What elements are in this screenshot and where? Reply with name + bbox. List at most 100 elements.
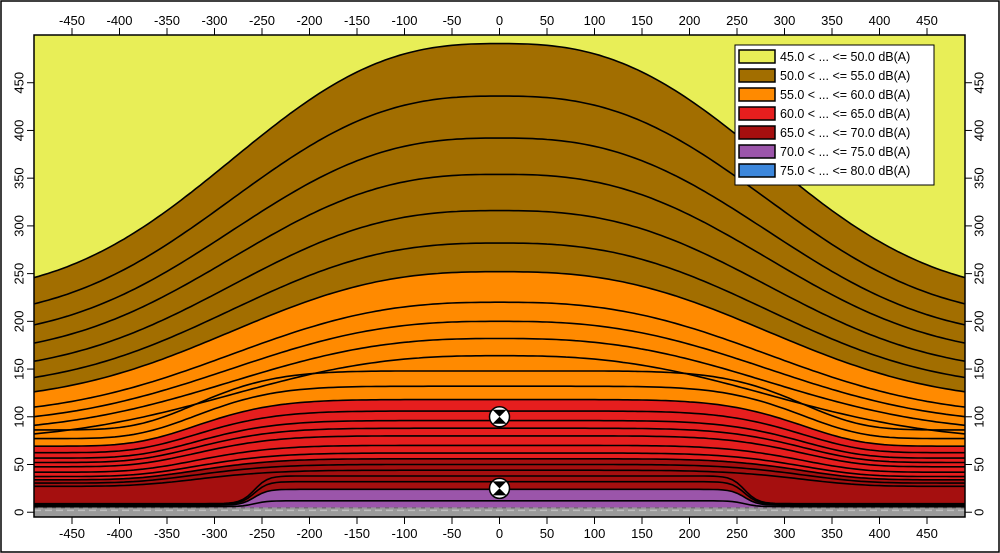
isoline	[34, 173, 965, 344]
isoline	[34, 242, 965, 379]
isoline	[34, 95, 965, 305]
x-tick-label-bottom: -350	[154, 526, 180, 541]
x-tick-label-top: 50	[540, 13, 554, 28]
x-tick-label-bottom: -300	[201, 526, 227, 541]
isoline	[34, 337, 965, 427]
x-tick-label-bottom: 100	[584, 526, 606, 541]
legend-label: 45.0 < ... <= 50.0 dB(A)	[780, 50, 910, 64]
legend-swatch	[738, 144, 776, 159]
x-tick-label-bottom: -200	[296, 526, 322, 541]
legend-label: 60.0 < ... <= 65.0 dB(A)	[780, 107, 910, 121]
legend-swatch	[738, 163, 776, 178]
isoline	[34, 458, 965, 481]
y-tick-label-left: 0	[11, 509, 26, 516]
legend-label: 50.0 < ... <= 55.0 dB(A)	[780, 69, 910, 83]
x-tick-label-bottom: 50	[540, 526, 554, 541]
isoline	[34, 137, 965, 326]
x-tick-label-bottom: 350	[821, 526, 843, 541]
legend-label: 65.0 < ... <= 70.0 dB(A)	[780, 126, 910, 140]
isoline	[34, 370, 965, 431]
legend-swatch	[738, 49, 776, 64]
legend-swatch	[738, 106, 776, 121]
y-tick-label-right: 450	[971, 72, 986, 94]
y-tick-label-left: 200	[11, 310, 26, 332]
legend: 45.0 < ... <= 50.0 dB(A) 50.0 < ... <= 55…	[734, 44, 935, 186]
x-tick-label-bottom: 250	[726, 526, 748, 541]
isoline	[34, 209, 965, 362]
x-tick-label-top: 300	[774, 13, 796, 28]
x-tick-label-top: -200	[296, 13, 322, 28]
x-tick-label-top: -400	[106, 13, 132, 28]
isoline	[34, 42, 965, 279]
x-tick-label-bottom: -250	[249, 526, 275, 541]
isoline	[34, 427, 965, 464]
x-tick-label-bottom: -450	[59, 526, 85, 541]
isoline	[34, 500, 965, 508]
x-tick-label-top: -300	[201, 13, 227, 28]
isoline	[34, 354, 965, 435]
y-tick-label-right: 100	[971, 406, 986, 428]
isoline	[34, 301, 965, 408]
y-tick-label-left: 300	[11, 215, 26, 237]
y-tick-label-left: 100	[11, 406, 26, 428]
x-tick-label-bottom: -400	[106, 526, 132, 541]
legend-swatch	[738, 68, 776, 83]
isoline	[34, 435, 965, 468]
isoline	[34, 320, 965, 418]
x-tick-label-top: 400	[869, 13, 891, 28]
isoline	[34, 270, 965, 393]
y-tick-label-right: 200	[971, 310, 986, 332]
ground-strip	[34, 507, 965, 517]
y-tick-label-left: 50	[11, 457, 26, 471]
y-tick-label-right: 300	[971, 215, 986, 237]
y-tick-label-left: 150	[11, 358, 26, 380]
isoline	[34, 452, 965, 478]
y-tick-label-right: 150	[971, 358, 986, 380]
source-wedge	[492, 409, 507, 417]
isoline	[34, 385, 965, 440]
source-wedge	[492, 416, 507, 424]
x-tick-label-top: 350	[821, 13, 843, 28]
isoline	[34, 475, 965, 505]
noise-sources	[488, 406, 511, 500]
y-tick-label-right: 400	[971, 120, 986, 142]
axes: -450 -450 -400 -400 -350 -350 -300 -300 -250 -250…	[11, 13, 986, 541]
x-tick-label-bottom: 150	[631, 526, 653, 541]
x-tick-label-bottom: 0	[496, 526, 503, 541]
legend-swatch	[738, 125, 776, 140]
x-tick-label-top: -100	[391, 13, 417, 28]
legend-swatch	[738, 87, 776, 102]
x-tick-label-top: 150	[631, 13, 653, 28]
x-tick-label-top: -150	[344, 13, 370, 28]
y-tick-label-left: 400	[11, 120, 26, 142]
source-wedge	[492, 488, 507, 496]
legend-label: 70.0 < ... <= 75.0 dB(A)	[780, 145, 910, 159]
x-tick-label-bottom: -50	[443, 526, 462, 541]
x-tick-label-bottom: 450	[916, 526, 938, 541]
y-tick-label-left: 350	[11, 167, 26, 189]
x-tick-label-top: 250	[726, 13, 748, 28]
x-tick-label-bottom: 300	[774, 526, 796, 541]
x-tick-label-top: -50	[443, 13, 462, 28]
x-tick-label-top: -350	[154, 13, 180, 28]
isoline	[34, 463, 965, 484]
x-tick-label-top: 100	[584, 13, 606, 28]
x-tick-label-bottom: -100	[391, 526, 417, 541]
source-marker-icon	[488, 406, 511, 428]
plot-area	[34, 35, 965, 517]
x-tick-label-top: -450	[59, 13, 85, 28]
y-tick-label-left: 250	[11, 263, 26, 285]
source-marker-icon	[488, 477, 511, 500]
x-tick-label-bottom: -150	[344, 526, 370, 541]
y-tick-label-right: 0	[971, 509, 986, 516]
x-tick-label-top: 200	[679, 13, 701, 28]
isoline	[34, 444, 965, 473]
legend-label: 75.0 < ... <= 80.0 dB(A)	[780, 164, 910, 178]
y-tick-label-left: 450	[11, 72, 26, 94]
y-tick-label-right: 250	[971, 263, 986, 285]
x-tick-label-bottom: 400	[869, 526, 891, 541]
legend-label: 55.0 < ... <= 60.0 dB(A)	[780, 88, 910, 102]
isoline	[34, 469, 965, 488]
